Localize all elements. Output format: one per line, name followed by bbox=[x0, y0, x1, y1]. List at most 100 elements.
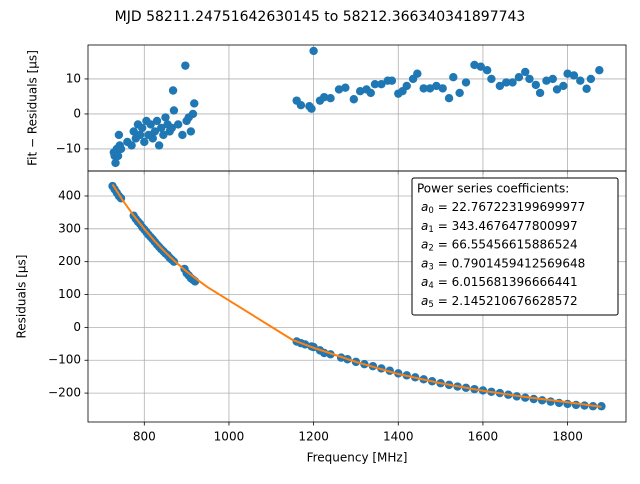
point bbox=[413, 69, 422, 78]
point bbox=[455, 88, 464, 98]
legend-entry: a2 = 66.55456615886524 bbox=[421, 237, 578, 253]
subscript: 2 bbox=[428, 243, 433, 253]
point bbox=[341, 83, 350, 92]
point bbox=[140, 137, 149, 147]
point bbox=[546, 397, 555, 406]
point bbox=[569, 71, 579, 80]
point bbox=[129, 127, 138, 136]
x-tick-label: 1400 bbox=[383, 430, 414, 444]
value: = 6.015681396666441 bbox=[438, 275, 578, 289]
point bbox=[449, 73, 458, 82]
point bbox=[159, 130, 168, 140]
point bbox=[169, 106, 179, 115]
x-tick-label: 800 bbox=[133, 430, 156, 444]
point bbox=[319, 92, 329, 102]
point bbox=[148, 134, 157, 143]
x-axis-label: Frequency [MHz] bbox=[307, 451, 408, 465]
point bbox=[502, 78, 511, 87]
point bbox=[307, 104, 316, 113]
subscript: 4 bbox=[428, 281, 433, 291]
value: = 22.767223199699977 bbox=[438, 200, 585, 214]
subscript: 0 bbox=[428, 206, 433, 216]
value: = 0.7901459412569648 bbox=[438, 256, 585, 270]
point bbox=[309, 46, 318, 56]
value: = 343.4676477800997 bbox=[438, 218, 578, 232]
y-tick-label: −10 bbox=[56, 141, 81, 155]
symbol: a bbox=[421, 218, 428, 232]
point bbox=[595, 66, 604, 75]
legend-entry: a0 = 22.767223199699977 bbox=[421, 200, 585, 216]
y-tick-label: 0 bbox=[73, 320, 81, 334]
point bbox=[552, 85, 562, 94]
point bbox=[559, 81, 568, 91]
point bbox=[476, 62, 486, 71]
point bbox=[495, 81, 505, 91]
point bbox=[186, 127, 196, 136]
point bbox=[334, 85, 344, 94]
y-axis-label: Residuals [μs] bbox=[15, 255, 29, 339]
point bbox=[582, 84, 591, 93]
y-tick-label: 200 bbox=[58, 254, 81, 268]
point bbox=[432, 81, 441, 91]
fit-line bbox=[111, 183, 602, 408]
point bbox=[161, 113, 170, 122]
symbol: a bbox=[421, 275, 428, 289]
x-tick-label: 1000 bbox=[214, 430, 245, 444]
point bbox=[168, 86, 178, 95]
point bbox=[535, 88, 545, 98]
point bbox=[326, 94, 335, 103]
point bbox=[167, 123, 177, 133]
x-tick-label: 1200 bbox=[298, 430, 329, 444]
point bbox=[576, 76, 585, 85]
y-tick-label: −100 bbox=[48, 353, 81, 367]
point bbox=[531, 80, 541, 90]
point bbox=[111, 158, 120, 168]
symbol: a bbox=[421, 237, 428, 251]
point bbox=[355, 87, 365, 96]
point bbox=[482, 66, 492, 75]
point bbox=[366, 88, 375, 98]
y-axis-label: Fit − Residuals [μs] bbox=[26, 50, 40, 166]
y-tick-label: 300 bbox=[58, 221, 81, 235]
figure-title: MJD 58211.24751642630145 to 58212.366340… bbox=[115, 9, 526, 25]
point bbox=[586, 74, 596, 84]
point bbox=[571, 400, 581, 410]
value: = 66.55456615886524 bbox=[438, 237, 578, 251]
point bbox=[425, 84, 435, 93]
point bbox=[114, 130, 124, 140]
axes: 800 1000 1200 1400 1600 1800−200−100010020030… bbox=[15, 170, 627, 465]
subscript: 3 bbox=[428, 262, 433, 272]
point bbox=[563, 69, 572, 78]
point bbox=[152, 116, 162, 126]
point bbox=[154, 141, 164, 150]
symbol: a bbox=[421, 256, 428, 270]
legend: Power series coefficients:a0 = 22.7672231… bbox=[411, 177, 619, 316]
point bbox=[178, 130, 187, 140]
point bbox=[514, 73, 524, 82]
y-tick-label: 0 bbox=[73, 106, 81, 120]
point bbox=[438, 84, 447, 93]
legend-title: Power series coefficients: bbox=[417, 182, 569, 196]
point bbox=[113, 151, 123, 161]
legend-box bbox=[411, 177, 619, 316]
value: = 2.145210676628572 bbox=[438, 294, 578, 308]
y-tick-label: −200 bbox=[48, 386, 81, 400]
point bbox=[461, 78, 471, 87]
legend-entry: a4 = 6.015681396666441 bbox=[421, 275, 578, 291]
point bbox=[157, 123, 166, 133]
axes-frame bbox=[87, 44, 627, 172]
y-tick-label: 100 bbox=[58, 287, 81, 301]
point bbox=[419, 84, 428, 93]
point bbox=[137, 123, 147, 133]
point bbox=[521, 67, 530, 77]
point bbox=[349, 95, 359, 104]
point bbox=[135, 130, 145, 140]
point bbox=[402, 81, 411, 91]
legend-entry: a1 = 343.4676477800997 bbox=[421, 218, 578, 234]
x-tick-label: 1800 bbox=[552, 430, 583, 444]
point bbox=[190, 99, 199, 108]
point bbox=[188, 109, 198, 119]
subscript: 1 bbox=[428, 224, 433, 234]
legend-entry: a3 = 0.7901459412569648 bbox=[421, 256, 585, 272]
